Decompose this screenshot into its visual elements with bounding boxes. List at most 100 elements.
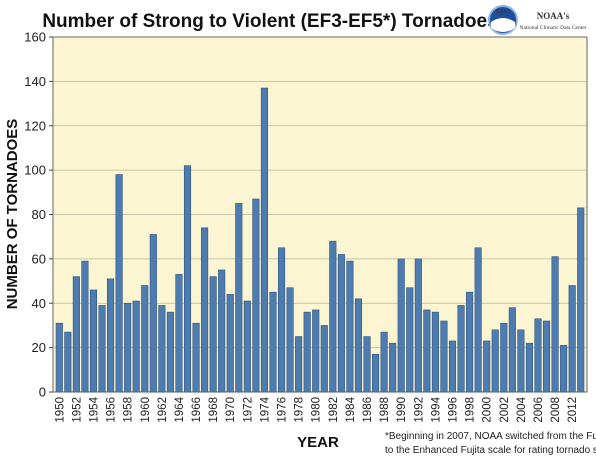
x-tick-label: 2012 xyxy=(567,397,579,423)
bar-2010 xyxy=(568,285,576,393)
x-tick-label: 1964 xyxy=(174,396,186,422)
x-tick-label: 1978 xyxy=(294,397,306,423)
x-tick-label: 1998 xyxy=(465,397,477,423)
bar-1954 xyxy=(89,289,98,393)
x-tick-label: 1968 xyxy=(208,397,220,423)
x-tick-label: 1950 xyxy=(54,397,66,423)
bar-1977 xyxy=(286,287,294,393)
x-tick-label: 1972 xyxy=(242,397,254,423)
x-tick-label: 2000 xyxy=(482,397,494,423)
bar-2007 xyxy=(542,320,551,393)
noaa-logo: NOAA NOAA's National Climatic Data Cente… xyxy=(488,5,587,35)
bar-1956 xyxy=(107,278,115,393)
noaa-subtitle: National Climatic Data Center xyxy=(519,25,586,31)
bar-2008 xyxy=(551,256,559,393)
x-tick-label: 2002 xyxy=(499,397,511,423)
noaa-name: NOAA's xyxy=(537,11,570,21)
bar-2002 xyxy=(500,322,508,393)
bar-1983 xyxy=(337,254,345,393)
bar-1982 xyxy=(329,240,337,393)
x-tick-label: 1952 xyxy=(71,397,83,423)
bar-2000 xyxy=(483,340,491,393)
x-tick-label: 1994 xyxy=(430,396,442,422)
y-tick-label: 20 xyxy=(32,340,46,355)
footnote-line-1: *Beginning in 2007, NOAA switched from t… xyxy=(385,431,596,442)
bar-1972 xyxy=(243,300,251,393)
bar-1951 xyxy=(64,331,72,393)
bar-1975 xyxy=(269,291,277,393)
x-tick-label: 1976 xyxy=(277,397,289,423)
noaa-emblem-bird xyxy=(491,18,515,32)
bar-1963 xyxy=(166,311,174,393)
bar-1964 xyxy=(175,274,183,393)
bar-1992 xyxy=(414,258,422,393)
bar-1995 xyxy=(440,320,448,393)
bar-1984 xyxy=(346,260,354,393)
bar-1988 xyxy=(380,331,388,393)
bar-1978 xyxy=(295,336,303,393)
bar-1994 xyxy=(431,311,439,393)
x-tick-label: 1988 xyxy=(379,397,391,423)
bar-1960 xyxy=(141,285,149,393)
noaa-emblem-text: NOAA xyxy=(496,10,511,15)
bar-1985 xyxy=(354,298,363,393)
bar-1968 xyxy=(209,276,217,393)
bars xyxy=(55,87,585,393)
bar-1953 xyxy=(81,260,89,393)
x-tick-label: 1956 xyxy=(106,397,118,423)
x-tick-label: 1980 xyxy=(311,397,323,423)
footnote-line-2: to the Enhanced Fujita scale for rating … xyxy=(385,445,596,456)
bar-1955 xyxy=(98,305,106,393)
bar-2009 xyxy=(560,345,568,393)
y-tick-label: 0 xyxy=(39,385,46,400)
y-tick-label: 160 xyxy=(24,30,46,45)
bar-1973 xyxy=(252,198,260,393)
bar-1957 xyxy=(115,174,123,393)
bar-1952 xyxy=(72,276,80,393)
x-tick-label: 1962 xyxy=(157,397,169,423)
bar-2001 xyxy=(491,329,499,393)
bar-1986 xyxy=(363,336,371,393)
y-tick-label: 40 xyxy=(32,296,46,311)
y-axis-title: NUMBER OF TORNADOES xyxy=(4,119,21,310)
y-tick-label: 80 xyxy=(32,207,46,222)
y-axis-ticks: 0 20 40 60 80 100 120 140 160 xyxy=(24,30,53,400)
x-tick-label: 1974 xyxy=(259,396,271,422)
chart-title: Number of Strong to Violent (EF3-EF5*) T… xyxy=(42,11,497,32)
bar-1950 xyxy=(55,322,63,393)
bar-1974 xyxy=(260,87,268,393)
y-tick-label: 140 xyxy=(24,74,46,89)
x-tick-label: 1982 xyxy=(328,397,340,423)
bar-2005 xyxy=(525,342,533,393)
x-tick-label: 1996 xyxy=(448,397,460,423)
bar-1970 xyxy=(226,294,234,393)
x-tick-label: 1958 xyxy=(123,397,135,423)
bar-1971 xyxy=(235,203,243,393)
y-tick-label: 100 xyxy=(24,163,46,178)
bar-1980 xyxy=(312,309,320,393)
bar-1959 xyxy=(132,300,140,393)
y-tick-label: 60 xyxy=(32,251,46,266)
x-tick-label: 2006 xyxy=(533,397,545,423)
bar-1996 xyxy=(448,340,457,393)
bar-1989 xyxy=(389,342,397,393)
bar-1969 xyxy=(218,269,226,393)
x-tick-label: 1984 xyxy=(345,396,357,422)
x-tick-label: 1966 xyxy=(191,397,203,423)
bar-1976 xyxy=(277,247,286,393)
bar-2004 xyxy=(517,329,525,393)
bar-1991 xyxy=(406,287,414,393)
x-tick-label: 2004 xyxy=(516,396,528,422)
bar-1981 xyxy=(320,325,328,393)
bar-1999 xyxy=(474,247,482,393)
y-tick-label: 120 xyxy=(24,118,46,133)
bar-1998 xyxy=(466,291,474,393)
bar-1965 xyxy=(183,165,192,393)
x-tick-label: 1992 xyxy=(413,397,425,423)
x-axis-title: YEAR xyxy=(297,434,339,451)
x-tick-label: 1970 xyxy=(225,397,237,423)
bar-1961 xyxy=(149,234,157,393)
bar-1979 xyxy=(303,311,311,393)
x-tick-label: 1986 xyxy=(362,397,374,423)
